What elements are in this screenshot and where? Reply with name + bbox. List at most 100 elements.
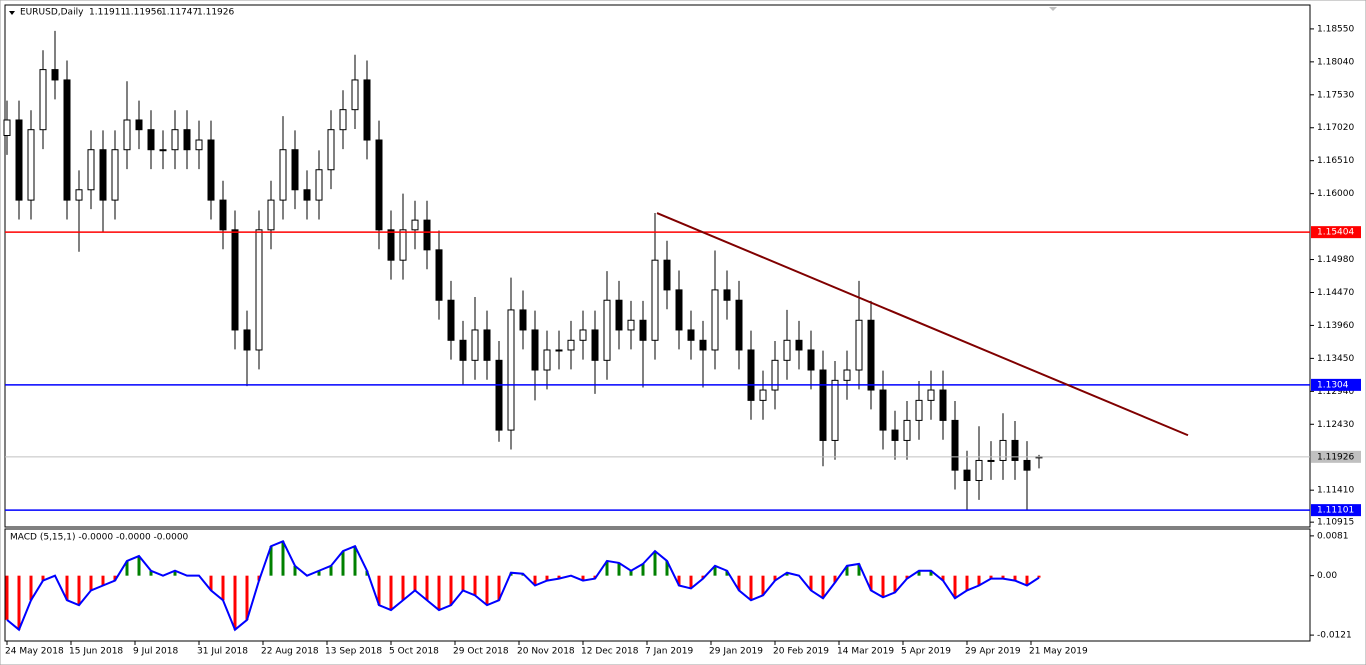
y-tick-label: 1.14470 [1317, 288, 1354, 298]
candle-body [663, 259, 671, 291]
candle-body [327, 129, 335, 171]
candle-body [567, 339, 575, 351]
candle-body [159, 149, 167, 152]
candle-body [507, 309, 515, 431]
candle-body [447, 299, 455, 341]
x-tick-label: 29 Jan 2019 [709, 647, 763, 657]
y-tick-label: 1.13960 [1317, 321, 1354, 331]
y-tick-label: 1.13450 [1317, 354, 1354, 364]
ohlc-high: 1.11956 [125, 8, 162, 18]
last-price-label: 1.11926 [1317, 452, 1354, 462]
x-tick-label: 5 Apr 2019 [901, 647, 951, 657]
x-tick-label: 24 May 2018 [5, 647, 64, 657]
candle-body [615, 299, 623, 331]
candle-body [483, 329, 491, 361]
y-tick-label: 0.00 [1317, 571, 1337, 581]
candle-body [831, 379, 839, 441]
candle-body [891, 429, 899, 441]
y-tick-label: 1.10915 [1317, 518, 1354, 528]
y-tick-label: 1.17020 [1317, 123, 1354, 133]
candle-body [195, 139, 203, 151]
candle-body [903, 419, 911, 441]
candle-body [411, 219, 419, 231]
candle-body [927, 389, 935, 401]
candle-body [459, 339, 467, 361]
x-tick-label: 5 Oct 2018 [389, 647, 439, 657]
candle-body [435, 249, 443, 301]
candle-body [3, 119, 11, 136]
x-tick-label: 12 Dec 2018 [581, 647, 639, 657]
candle-body [759, 389, 767, 401]
candle-body [999, 439, 1007, 461]
candle-body [963, 469, 971, 481]
y-tick-label: 1.14980 [1317, 255, 1354, 265]
candle-body [1023, 459, 1031, 471]
candle-body [543, 349, 551, 371]
candle-body [687, 329, 695, 341]
candle-body [735, 299, 743, 351]
x-tick-label: 22 Aug 2018 [261, 647, 319, 657]
y-tick-label: 1.16000 [1317, 189, 1354, 199]
shift-marker[interactable] [1049, 7, 1057, 11]
y-tick-label: 1.18040 [1317, 57, 1354, 67]
candle-body [63, 79, 71, 201]
candle-body [651, 259, 659, 341]
candle-body [783, 339, 791, 361]
symbol-label: EURUSD,Daily [20, 8, 84, 18]
candle-body [75, 189, 83, 201]
candle-body [771, 359, 779, 391]
candle-body [39, 69, 47, 131]
candle-body [255, 229, 263, 351]
candle-body [99, 149, 107, 201]
candle-body [375, 139, 383, 231]
macd-panel [4, 528, 1311, 642]
candle-body [27, 129, 35, 201]
candle-body [231, 229, 239, 331]
level-price-box [1311, 504, 1361, 517]
candle-body [147, 129, 155, 151]
y-tick-label: 1.16510 [1317, 156, 1354, 166]
candle-body [243, 329, 251, 351]
menu-arrow[interactable] [9, 11, 15, 15]
y-tick-label: 1.12430 [1317, 420, 1354, 430]
x-tick-label: 21 May 2019 [1029, 647, 1088, 657]
y-tick-label: -0.0121 [1317, 631, 1352, 641]
candle-body [627, 319, 635, 331]
y-tick-label: 1.11410 [1317, 486, 1354, 496]
y-tick-label: 0.0081 [1317, 531, 1349, 541]
candle-body [747, 349, 755, 401]
level-price-box [1311, 226, 1361, 239]
candle-body [135, 119, 143, 131]
candle-body [279, 149, 287, 201]
candle-body [531, 329, 539, 371]
candle-body [315, 169, 323, 201]
last-price-box [1311, 450, 1361, 463]
ohlc-open: 1.11911 [89, 8, 126, 18]
candle-body [639, 319, 647, 341]
candle-body [87, 149, 95, 191]
candle-body [123, 119, 131, 151]
candle-body [351, 79, 359, 111]
level-price-box [1311, 378, 1361, 391]
ohlc-close: 1.11926 [197, 8, 234, 18]
candle-body [519, 309, 527, 331]
candle-body [579, 329, 587, 341]
candle-body [267, 199, 275, 231]
level-price-label: 1.15404 [1317, 228, 1354, 238]
candle-body [207, 139, 215, 201]
x-tick-label: 20 Feb 2019 [773, 647, 829, 657]
level-price-label: 1.1304 [1317, 380, 1349, 390]
x-tick-label: 15 Jun 2018 [69, 647, 123, 657]
candle-body [291, 149, 299, 191]
candle-body [843, 369, 851, 381]
candle-body [867, 319, 875, 391]
candle-body [387, 229, 395, 261]
y-tick-label: 1.12940 [1317, 387, 1354, 397]
candle-body [1011, 439, 1019, 461]
candle-body [939, 389, 947, 421]
price-panel [4, 4, 1311, 528]
x-tick-label: 14 Mar 2019 [837, 647, 894, 657]
candle-body [495, 359, 503, 431]
